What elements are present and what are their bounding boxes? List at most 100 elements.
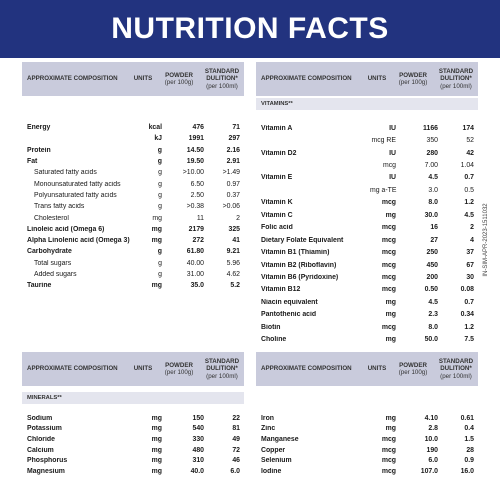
dilution-value: 22 (232, 414, 240, 422)
nutrient-unit: g (157, 158, 162, 166)
dilution-value: 37 (466, 249, 474, 257)
nutrient-unit: mcg (381, 249, 396, 257)
nutrient-name: Vitamin C (261, 211, 293, 219)
header-powder: POWDER (per 100g) (398, 361, 428, 376)
powder-value: 476 (192, 124, 205, 132)
dilution-value: 0.08 (460, 286, 474, 294)
nutrient-unit: g (158, 191, 162, 199)
table-row: Fat g 19.50 2.91 (22, 156, 244, 167)
powder-value: 2.3 (428, 311, 438, 319)
nutrient-unit: mg (385, 311, 396, 319)
nutrient-unit: mcg (381, 273, 396, 281)
spacer (256, 110, 478, 122)
nutrient-unit: mcg (381, 323, 396, 331)
powder-value: 2.50 (190, 191, 204, 199)
nutrient-name: Protein (27, 146, 51, 154)
nutrient-unit: mg (385, 211, 396, 219)
table-row: Vitamin D2 IU 280 42 (256, 147, 478, 159)
table-header: APPROXIMATE COMPOSITION UNITS POWDER (per… (22, 62, 244, 96)
powder-value: 2.8 (428, 425, 438, 433)
nutrient-name: Pantothenic acid (261, 311, 317, 319)
header-powder: POWDER (per 100g) (164, 361, 194, 376)
nutrient-name: Cholesterol (34, 214, 69, 222)
nutrient-name: Total sugars (34, 259, 72, 267)
dilution-value: 2.16 (226, 146, 240, 154)
dilution-value: 1.2 (464, 199, 474, 207)
page-title: NUTRITION FACTS (0, 0, 500, 58)
table-row: Potassium mg 540 81 (22, 424, 244, 435)
powder-value: 6.0 (428, 457, 438, 465)
nutrient-unit: mcg (381, 236, 396, 244)
nutrient-name: Vitamin B2 (Riboflavin) (261, 261, 337, 269)
nutrient-name: Iron (261, 414, 275, 422)
header-composition: APPROXIMATE COMPOSITION (261, 365, 352, 373)
dilution-value: 1.04 (460, 162, 474, 170)
dilution-value: 0.4 (464, 425, 474, 433)
dilution-value: 0.61 (460, 414, 474, 422)
powder-value: 107.0 (420, 467, 438, 475)
table-row: Choline mg 50.0 7.5 (256, 333, 478, 345)
nutrient-unit: mg (151, 237, 162, 245)
nutrient-name: Selenium (261, 457, 292, 465)
table-row: Energy kcal 476 71 (22, 122, 244, 133)
table-row: Vitamin A IU 1166 174 (256, 122, 478, 134)
nutrient-unit: mg (151, 457, 162, 465)
powder-value: 14.50 (186, 146, 204, 154)
powder-value: 250 (426, 249, 439, 257)
table-row: Phosphorus mg 310 46 (22, 455, 244, 466)
powder-value: 7.00 (424, 162, 438, 170)
powder-value: 450 (426, 261, 439, 269)
dilution-value: 46 (232, 457, 240, 465)
vitamins-section-label: VITAMINS** (256, 98, 478, 110)
nutrient-name: Linoleic acid (Omega 6) (27, 225, 105, 233)
nutrient-name: Taurine (27, 282, 52, 290)
table-row: Alpha Linolenic acid (Omega 3) mg 272 41 (22, 235, 244, 246)
header-composition: APPROXIMATE COMPOSITION (27, 75, 118, 83)
powder-value: 280 (426, 149, 439, 157)
dilution-value: 16.0 (460, 467, 474, 475)
nutrient-unit: mg (385, 298, 396, 306)
dilution-value: 0.97 (226, 180, 240, 188)
dilution-value: 81 (232, 425, 240, 433)
nutrient-name: Carbohydrate (27, 248, 72, 256)
table-row: Carbohydrate g 61.80 9.21 (22, 246, 244, 257)
powder-value: 2179 (188, 225, 204, 233)
dilution-value: 4 (470, 236, 474, 244)
nutrient-unit: IU (389, 174, 396, 182)
nutrient-unit: mg (152, 214, 162, 222)
header-dilution: STANDARD DULITION* (per 100ml) (204, 358, 240, 380)
spacer (22, 404, 244, 413)
powder-value: 10.0 (424, 435, 438, 443)
dilution-value: >0.06 (222, 203, 240, 211)
dilution-value: 9.21 (226, 248, 240, 256)
powder-value: 310 (192, 457, 205, 465)
nutrient-name: Saturated fatty acids (34, 169, 97, 177)
nutrient-name: Sodium (27, 414, 53, 422)
table-row: Monounsaturated fatty acids g 6.50 0.97 (22, 178, 244, 189)
dilution-value: 0.5 (464, 186, 474, 194)
spacer (256, 386, 478, 413)
nutrient-name: Iodine (261, 467, 282, 475)
header-dilution: STANDARD DULITION* (per 100ml) (438, 358, 474, 380)
nutrient-unit: mcg (381, 467, 396, 475)
nutrient-unit: mg (385, 414, 396, 422)
minerals-panel-left: APPROXIMATE COMPOSITION UNITS POWDER (per… (22, 352, 244, 477)
dilution-value: 0.34 (460, 311, 474, 319)
vitamin-rows: Vitamin A IU 1166 174 mcg RE 350 52 Vitamin D2 I… (256, 122, 478, 346)
powder-value: 4.10 (424, 414, 438, 422)
dilution-value: 325 (228, 225, 241, 233)
dilution-value: 1.5 (464, 435, 474, 443)
header-units: UNITS (367, 365, 387, 373)
table-row: Copper mcg 190 28 (256, 445, 478, 456)
powder-value: 200 (426, 273, 439, 281)
header-composition: APPROXIMATE COMPOSITION (261, 75, 352, 83)
nutrient-name: Zinc (261, 425, 276, 433)
powder-value: 4.5 (428, 298, 438, 306)
nutrient-unit: g (157, 248, 162, 256)
header-dilution: STANDARD DULITION* (per 100ml) (438, 68, 474, 90)
dilution-value: 0.7 (464, 298, 474, 306)
powder-value: 1166 (423, 124, 438, 132)
nutrient-unit: mg (151, 414, 162, 422)
nutrient-unit: mcg (381, 457, 396, 465)
table-row: mcg RE 350 52 (256, 134, 478, 146)
